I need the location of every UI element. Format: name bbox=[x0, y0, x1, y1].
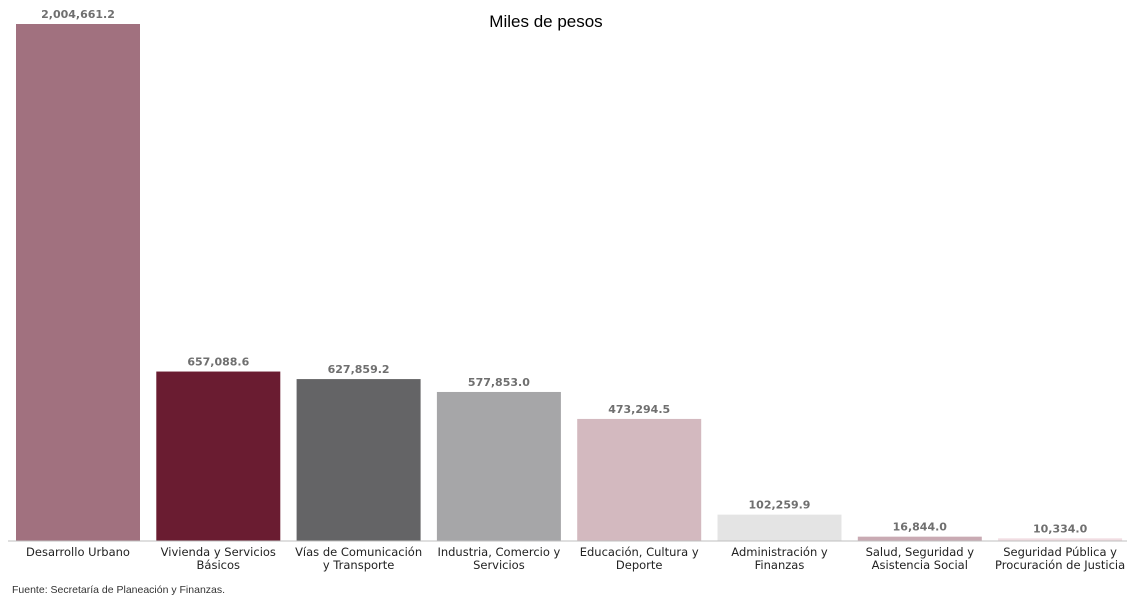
category-label-1: Desarrollo Urbano bbox=[26, 545, 130, 559]
value-label-6: 102,259.9 bbox=[749, 499, 811, 512]
bar-8 bbox=[998, 538, 1123, 541]
category-label-line: Procuración de Justicia bbox=[995, 558, 1125, 572]
value-label-2: 657,088.6 bbox=[187, 356, 249, 369]
bar-1 bbox=[16, 24, 140, 541]
category-label-2: Vivienda y Servicios Básicos bbox=[161, 545, 276, 572]
bar-5 bbox=[577, 418, 702, 541]
category-label-line: Salud, Seguridad y bbox=[866, 545, 975, 559]
category-label-line: Vías de Comunicación bbox=[295, 545, 422, 559]
value-label-1: 2,004,661.2 bbox=[41, 8, 115, 21]
category-label-3: Vías de Comunicación y Transporte bbox=[295, 545, 422, 572]
category-label-line: Desarrollo Urbano bbox=[26, 545, 130, 559]
category-label-4: Industria, Comercio y Servicios bbox=[437, 545, 560, 572]
category-label-line: Industria, Comercio y bbox=[437, 545, 560, 559]
category-label-line: Educación, Cultura y bbox=[580, 545, 699, 559]
value-label-3: 627,859.2 bbox=[328, 363, 390, 376]
category-label-line: Básicos bbox=[197, 558, 240, 572]
category-label-6: Administración y Finanzas bbox=[731, 545, 828, 572]
category-label-8: Seguridad Pública y Procuración de Justic… bbox=[995, 545, 1125, 572]
bar-7 bbox=[857, 536, 982, 541]
category-label-line: Deporte bbox=[616, 558, 663, 572]
category-label-line: y Transporte bbox=[323, 558, 395, 572]
source-note: Fuente: Secretaría de Planeación y Finan… bbox=[12, 584, 225, 596]
value-label-7: 16,844.0 bbox=[893, 521, 948, 534]
bar-4 bbox=[436, 391, 561, 541]
bars-group bbox=[16, 24, 1123, 541]
bar-6 bbox=[717, 514, 842, 541]
bar-2 bbox=[156, 371, 281, 541]
category-labels-group: Desarrollo Urbano Vivienda y Servicios Bás… bbox=[26, 545, 1125, 572]
bar-3 bbox=[296, 379, 421, 541]
category-label-7: Salud, Seguridad y Asistencia Social bbox=[866, 545, 975, 572]
value-label-4: 577,853.0 bbox=[468, 376, 530, 389]
value-label-5: 473,294.5 bbox=[608, 403, 670, 416]
category-label-line: Finanzas bbox=[755, 558, 805, 572]
category-label-line: Seguridad Pública y bbox=[1003, 545, 1117, 559]
category-label-5: Educación, Cultura y Deporte bbox=[580, 545, 699, 572]
category-label-line: Servicios bbox=[473, 558, 525, 572]
category-label-line: Vivienda y Servicios bbox=[161, 545, 276, 559]
chart-title: Miles de pesos bbox=[489, 12, 602, 31]
category-label-line: Administración y bbox=[731, 545, 828, 559]
category-label-line: Asistencia Social bbox=[872, 558, 968, 572]
value-label-8: 10,334.0 bbox=[1033, 522, 1088, 535]
value-labels-group: 2,004,661.2 657,088.6 627,859.2 577,853.0 47… bbox=[41, 8, 1087, 535]
